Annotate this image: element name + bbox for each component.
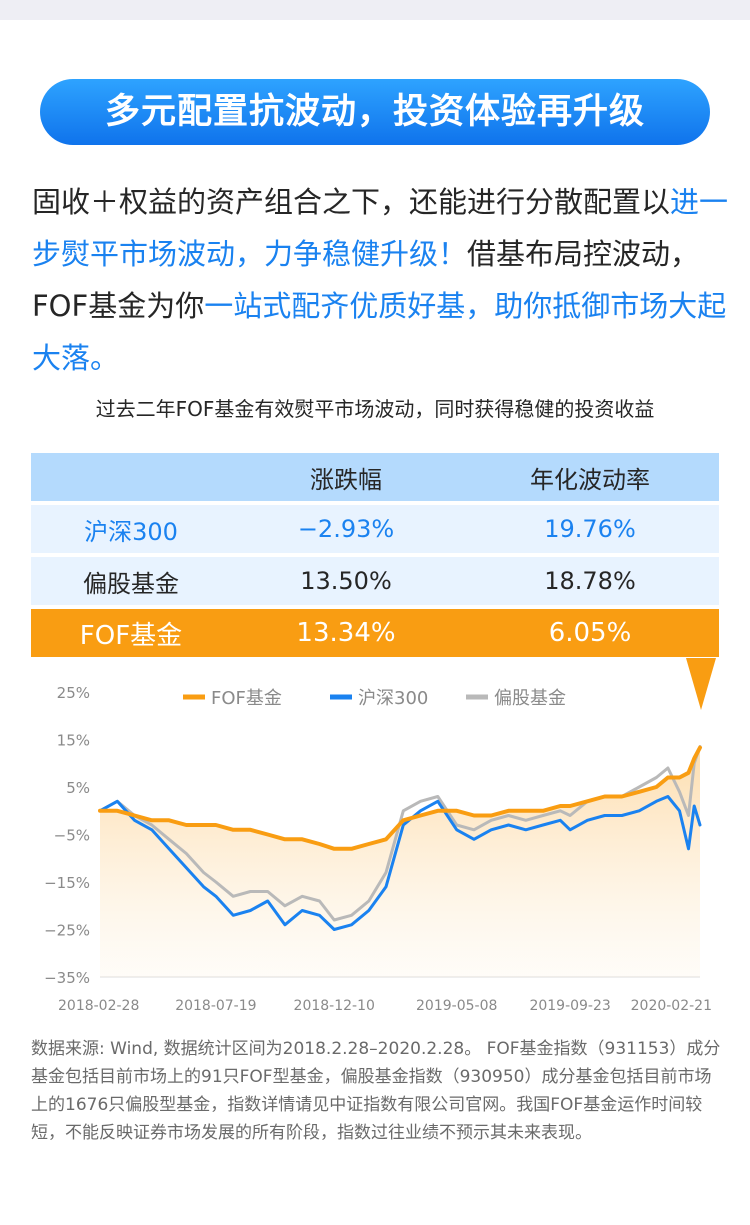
intro-text-2: 借基布局控波动，FOF基金为你 — [32, 237, 700, 323]
x-tick-label: 2019-05-08 — [416, 998, 497, 1014]
table-header-cell: 年化波动率 — [461, 453, 719, 503]
x-tick-label: 2020-02-21 — [631, 998, 712, 1014]
table-header-row: 涨跌幅 年化波动率 — [31, 453, 719, 503]
legend-label: 沪深300 — [358, 688, 428, 709]
equity-fund-line — [98, 745, 702, 922]
table-row-fof-fund: FOF基金 13.34% 6.05% — [31, 605, 719, 657]
table-row-equity-fund: 偏股基金 13.50% 18.78% — [31, 553, 719, 607]
intro-text-1: 固收＋权益的资产组合之下，还能进行分散配置以 — [32, 185, 671, 219]
table-cell: 19.76% — [461, 501, 719, 555]
table-cell: 13.34% — [231, 605, 461, 657]
table-cell: FOF基金 — [31, 605, 231, 657]
y-tick-label: −5% — [54, 827, 90, 845]
intro-highlight-2: 一站式配齐优质好基，助你抵御市场大起大落。 — [32, 289, 727, 375]
fof-area — [100, 747, 700, 977]
y-tick-label: 25% — [57, 684, 90, 702]
table-cell: 6.05% — [461, 605, 719, 657]
table-row-csi300: 沪深300 −2.93% 19.76% — [31, 501, 719, 555]
intro-highlight-1: 进一步熨平市场波动，力争稳健升级！ — [32, 185, 729, 271]
top-strip — [0, 0, 750, 20]
y-tick-label: −25% — [44, 922, 90, 940]
table-cell: 偏股基金 — [31, 553, 231, 607]
table-header-cell: 涨跌幅 — [231, 453, 461, 503]
intro-paragraph: 固收＋权益的资产组合之下，还能进行分散配置以进一步熨平市场波动，力争稳健升级！借… — [32, 176, 732, 384]
x-tick-label: 2019-09-23 — [529, 998, 610, 1014]
legend-label: 偏股基金 — [494, 688, 566, 709]
highlight-pointer — [686, 658, 716, 710]
performance-line-chart: 25% 15% 5% −5% −15% −25% −35% 2018-02-28 2018-07… — [44, 684, 712, 1014]
y-tick-label: 5% — [66, 779, 90, 797]
x-tick-label: 2018-07-19 — [175, 998, 256, 1014]
table-cell: −2.93% — [231, 501, 461, 555]
comparison-table: 涨跌幅 年化波动率 沪深300 −2.93% 19.76% 偏股基金 13.50… — [31, 453, 719, 657]
table-cell: 沪深300 — [31, 501, 231, 555]
x-tick-label: 2018-12-10 — [294, 998, 375, 1014]
table-cell: 18.78% — [461, 553, 719, 607]
csi300-line — [98, 795, 702, 931]
footnote: 数据来源: Wind, 数据统计区间为2018.2.28–2020.2.28。 … — [31, 1039, 721, 1143]
table-header-cell — [31, 453, 231, 503]
y-tick-label: 15% — [57, 732, 90, 750]
y-tick-label: −15% — [44, 874, 90, 892]
x-tick-label: 2018-02-28 — [58, 998, 139, 1014]
y-tick-label: −35% — [44, 969, 90, 987]
table-cell: 13.50% — [231, 553, 461, 607]
legend-label: FOF基金 — [211, 688, 282, 709]
headline-banner: 多元配置抗波动，投资体验再升级 — [40, 79, 710, 145]
table-caption: 过去二年FOF基金有效熨平市场波动，同时获得稳健的投资收益 — [95, 397, 655, 421]
fof-line — [98, 745, 702, 851]
